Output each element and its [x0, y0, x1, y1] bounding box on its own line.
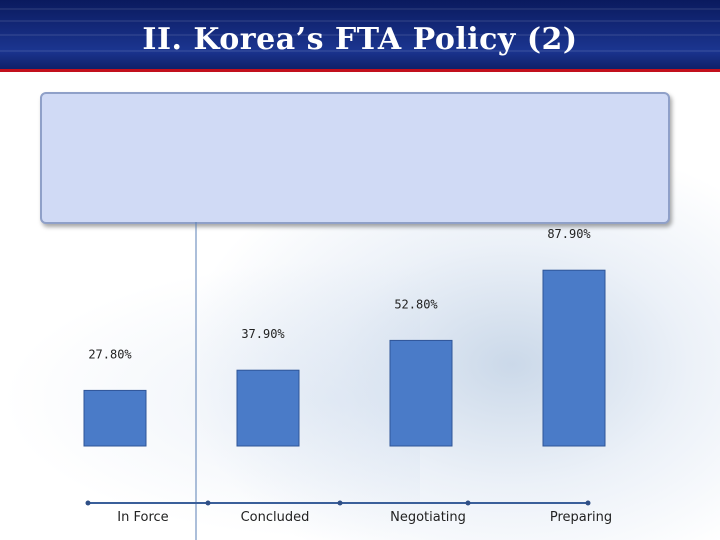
category-label: In Force	[117, 510, 168, 525]
header-stripe	[0, 8, 720, 10]
category-label: Negotiating	[390, 510, 466, 525]
category-label: Concluded	[241, 510, 310, 525]
bar	[542, 269, 606, 447]
header-band: II. Korea’s FTA Policy (2)	[0, 0, 720, 72]
world-map-background	[0, 260, 420, 540]
bar	[83, 389, 147, 447]
data-label: 37.90%	[241, 327, 285, 341]
category-label: Preparing	[550, 510, 612, 525]
axis-tick	[337, 500, 343, 506]
header-stripe	[0, 34, 720, 36]
axis-tick	[205, 500, 211, 506]
data-label: 87.90%	[547, 227, 591, 241]
header-red-line	[0, 69, 720, 72]
page-title: II. Korea’s FTA Policy (2)	[142, 22, 578, 57]
bar	[389, 339, 453, 447]
axis-tick	[465, 500, 471, 506]
header-stripe	[0, 50, 720, 52]
data-label: 52.80%	[394, 297, 438, 311]
data-label: 27.80%	[88, 347, 132, 361]
bar	[236, 369, 300, 447]
axis-tick	[85, 500, 91, 506]
header-stripe	[0, 20, 720, 22]
axis-tick	[585, 500, 591, 506]
info-panel	[40, 92, 670, 224]
